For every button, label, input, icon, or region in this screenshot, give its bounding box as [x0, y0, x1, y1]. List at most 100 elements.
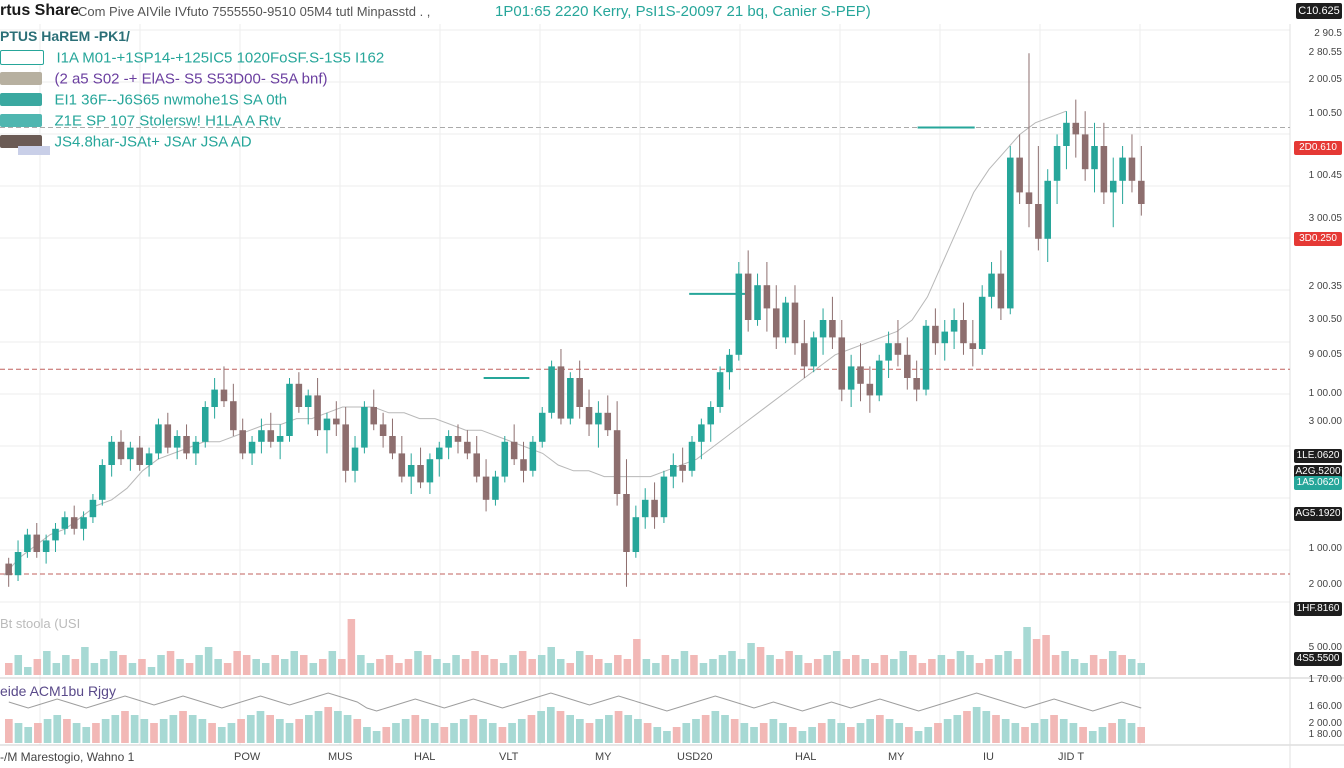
price-badge: AG5.1920: [1294, 507, 1342, 521]
candle-body: [557, 366, 565, 419]
volume-bar: [385, 655, 394, 675]
y-tick: 2 00.05: [1308, 74, 1342, 85]
candle-body: [548, 366, 555, 413]
ticker-symbol[interactable]: rtus Share: [0, 2, 80, 19]
oscillator-bar: [217, 727, 226, 743]
volume-bar: [1023, 627, 1031, 675]
oscillator-bar: [1021, 727, 1029, 743]
volume-bar: [1061, 651, 1069, 675]
volume-bar: [766, 655, 774, 675]
candle-body: [866, 383, 874, 396]
candle-body: [398, 453, 406, 477]
candle-body: [220, 389, 228, 402]
oscillator-bar: [1108, 723, 1116, 743]
candle-body: [435, 447, 443, 460]
legend-chip: [0, 114, 42, 128]
mode-badge[interactable]: C10.625: [1296, 3, 1342, 19]
volume-bar: [442, 663, 451, 675]
legend-title-row[interactable]: PTUS HaREM -PK1/: [0, 28, 384, 49]
oscillator-bar: [179, 711, 187, 743]
oscillator-bar: [537, 711, 545, 743]
footer-label: -/M Marestogio, Wahno 1: [0, 750, 135, 764]
oscillator-bar: [285, 723, 294, 743]
oscillator-bar: [188, 715, 197, 743]
oscillator-bar: [63, 719, 71, 743]
oscillator-bar: [663, 731, 671, 743]
legend-row[interactable]: (2 a5 S02 -+ ElAS- S5 S53D00- S5A bnf): [0, 70, 384, 91]
x-tick: HAL: [795, 751, 817, 763]
x-tick: POW: [234, 751, 261, 763]
candle-body: [651, 499, 658, 518]
candle-body: [108, 441, 115, 465]
volume-bar: [71, 659, 80, 675]
y-tick: 3 00.00: [1308, 416, 1342, 427]
candle-body: [595, 412, 602, 425]
x-tick: HAL: [414, 751, 436, 763]
oscillator-bar: [1050, 715, 1058, 743]
candle-body: [1025, 192, 1033, 204]
legend-row[interactable]: EI1 36F--J6S65 nwmohe1S SA 0th: [0, 91, 384, 112]
volume-bar: [242, 655, 251, 675]
candle-body: [941, 331, 949, 344]
volume-bar: [499, 663, 508, 675]
y-tick: 2 00.00: [1308, 718, 1342, 729]
volume-bar: [62, 655, 70, 675]
oscillator-bar: [372, 731, 381, 743]
oscillator-pane-label: eide ACM1bu Rjgy: [0, 683, 116, 699]
candle-body: [698, 424, 705, 442]
legend-title: PTUS HaREM -PK1/: [0, 28, 130, 44]
legend-chip: [0, 93, 42, 107]
volume-bar: [480, 655, 489, 675]
candle-body: [688, 441, 696, 471]
volume-bar: [1080, 663, 1088, 675]
candle-body: [716, 372, 724, 407]
candle-body: [875, 360, 883, 396]
volume-bar: [1108, 651, 1117, 675]
oscillator-bar: [943, 719, 952, 743]
legend-collapse-handle[interactable]: [18, 146, 50, 155]
legend-row[interactable]: I1A M01-+1SP14-+125IC5 1020FoSF.S-1S5 I1…: [0, 49, 384, 70]
volume-bar: [461, 659, 470, 675]
legend-text: EI1 36F--J6S65 nwmohe1S SA 0th: [54, 91, 288, 109]
volume-bar: [994, 655, 1003, 675]
oscillator-bar: [34, 723, 42, 743]
oscillator-bar: [595, 719, 604, 743]
oscillator-bar: [1098, 727, 1107, 743]
oscillator-bar: [324, 707, 333, 743]
oscillator-bar: [750, 727, 758, 743]
legend-row[interactable]: Z1E SP 107 Stolersw! H1LA A Rtv: [0, 112, 384, 133]
volume-bar: [1118, 655, 1126, 675]
candle-body: [407, 465, 415, 477]
candle-body: [454, 436, 462, 442]
volume-bar: [614, 655, 622, 675]
legend-row[interactable]: JS4.8har-JSAt+ JSAr JSA AD: [0, 133, 384, 154]
candle-body: [276, 436, 284, 442]
oscillator-bar: [585, 723, 594, 743]
price-axis[interactable]: 2 90.5 2 80.55 2 00.05 1 00.50 1 00.45 3…: [1290, 0, 1344, 768]
volume-bar: [813, 659, 822, 675]
volume-bar: [851, 655, 860, 675]
oscillator-bar: [1079, 727, 1087, 743]
candle-body: [1063, 122, 1070, 146]
candle-body: [623, 494, 630, 552]
oscillator-bar: [769, 719, 778, 743]
candle-body: [1016, 157, 1023, 193]
volume-bar: [680, 651, 689, 675]
oscillator-bar: [837, 723, 845, 743]
oscillator-bar: [256, 711, 265, 743]
oscillator-bar: [1088, 731, 1097, 743]
oscillator-bar: [759, 723, 768, 743]
volume-bar: [195, 655, 203, 675]
volume-bar: [338, 659, 346, 675]
candle-body: [192, 441, 200, 454]
oscillator-bar: [92, 723, 100, 743]
candle-body: [1006, 157, 1014, 309]
volume-bar: [471, 651, 479, 675]
volume-bar: [918, 663, 927, 675]
volume-bar: [433, 659, 441, 675]
volume-bar: [775, 659, 784, 675]
candle-body: [211, 389, 218, 407]
oscillator-bar: [682, 723, 691, 743]
volume-bar: [528, 659, 536, 675]
